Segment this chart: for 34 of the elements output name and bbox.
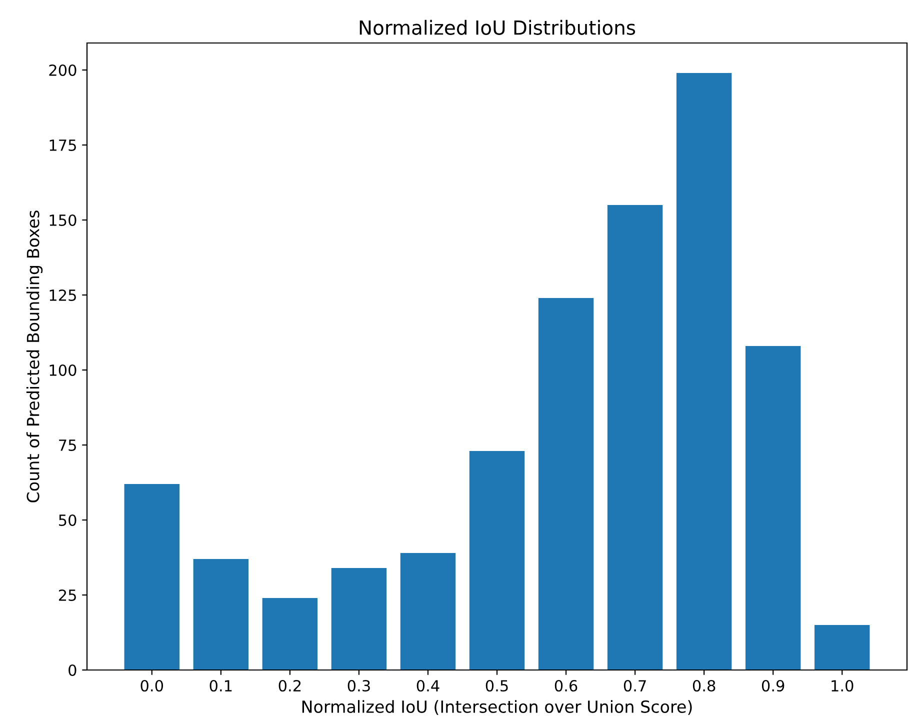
x-tick-label: 0.4	[416, 680, 440, 692]
y-tick-label: 75	[59, 440, 76, 452]
x-tick-label: 0.1	[210, 680, 232, 692]
y-tick-label: 125	[50, 289, 76, 302]
x-axis-title: Normalized IoU (Intersection over Union Score)	[302, 700, 692, 715]
x-tick-label: 0.0	[140, 680, 164, 692]
bar	[676, 73, 732, 670]
y-axis-title: Count of Predicted Bounding Boxes	[26, 210, 43, 502]
bar	[538, 298, 594, 670]
y-tick-label: 25	[58, 589, 76, 602]
x-tick-label: 0.8	[692, 680, 716, 692]
y-tick-label: 0	[68, 664, 76, 676]
bar	[124, 484, 180, 670]
y-tick-label: 200	[49, 64, 76, 76]
bar	[400, 553, 456, 670]
y-tick-label: 175	[50, 140, 76, 152]
x-tick-label: 0.6	[554, 680, 578, 692]
x-tick-label: 0.7	[624, 680, 646, 692]
bar	[193, 559, 249, 670]
x-tick-label: 0.5	[486, 680, 508, 692]
x-tick-label: 0.2	[278, 680, 301, 692]
y-tick-label: 50	[59, 514, 76, 526]
bar	[331, 568, 387, 670]
y-tick-label: 150	[50, 214, 76, 226]
bar	[745, 346, 801, 670]
x-tick-label: 0.9	[762, 680, 784, 692]
bar	[262, 598, 318, 670]
x-tick-label: 1.0	[832, 680, 854, 692]
bar	[607, 205, 663, 670]
bar	[469, 451, 525, 670]
y-tick-label: 100	[50, 364, 76, 376]
chart-title: Normalized IoU Distributions	[360, 20, 636, 35]
bar	[814, 625, 870, 670]
x-tick-label: 0.3	[348, 680, 370, 692]
